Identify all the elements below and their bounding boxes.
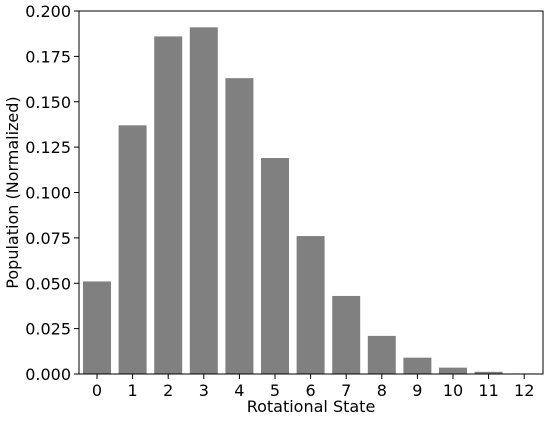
y-tick-label: 0.150 — [25, 93, 71, 112]
bar-0 — [83, 281, 111, 374]
x-tick-label: 10 — [443, 381, 463, 400]
bar-8 — [367, 335, 396, 374]
x-tick-label: 2 — [163, 381, 173, 400]
x-tick-label: 8 — [377, 381, 387, 400]
bar-6 — [296, 236, 325, 374]
x-tick-label: 12 — [514, 381, 534, 400]
y-axis-ticks: 0.000 0.025 0.050 0.075 0.100 0.125 0.150 0.175… — [25, 2, 79, 384]
bar-3 — [189, 27, 218, 375]
bar-11 — [474, 371, 503, 374]
plot-frame — [78, 10, 544, 375]
x-tick-label: 3 — [199, 381, 209, 400]
x-tick-label: 9 — [412, 381, 422, 400]
y-tick-label: 0.175 — [25, 47, 71, 66]
y-tick-label: 0.000 — [25, 365, 71, 384]
bar-1 — [118, 125, 147, 374]
bar-4 — [225, 78, 254, 374]
x-tick-label: 0 — [92, 381, 102, 400]
x-axis-label: Rotational State — [247, 397, 376, 416]
y-tick-label: 0.075 — [25, 229, 71, 248]
x-axis-ticks: 0 1 2 3 4 5 6 7 8 9 10 11 12 — [92, 374, 534, 400]
bar-5 — [261, 158, 289, 374]
x-tick-label: 7 — [341, 381, 351, 400]
x-tick-label: 1 — [128, 381, 138, 400]
bars-group — [83, 27, 539, 375]
bar-7 — [332, 295, 361, 374]
y-tick-label: 0.025 — [25, 320, 71, 339]
bar-2 — [154, 36, 183, 374]
x-tick-label: 11 — [478, 381, 498, 400]
y-tick-label: 0.050 — [25, 274, 71, 293]
bar-9 — [403, 357, 432, 374]
y-tick-label: 0.125 — [25, 138, 71, 157]
x-tick-label: 6 — [306, 381, 316, 400]
y-tick-label: 0.200 — [25, 2, 71, 21]
y-axis-label: Population (Normalized) — [3, 96, 22, 288]
bar-10 — [439, 367, 467, 374]
x-tick-label: 4 — [234, 381, 244, 400]
x-tick-label: 5 — [270, 381, 280, 400]
y-tick-label: 0.100 — [25, 184, 71, 203]
